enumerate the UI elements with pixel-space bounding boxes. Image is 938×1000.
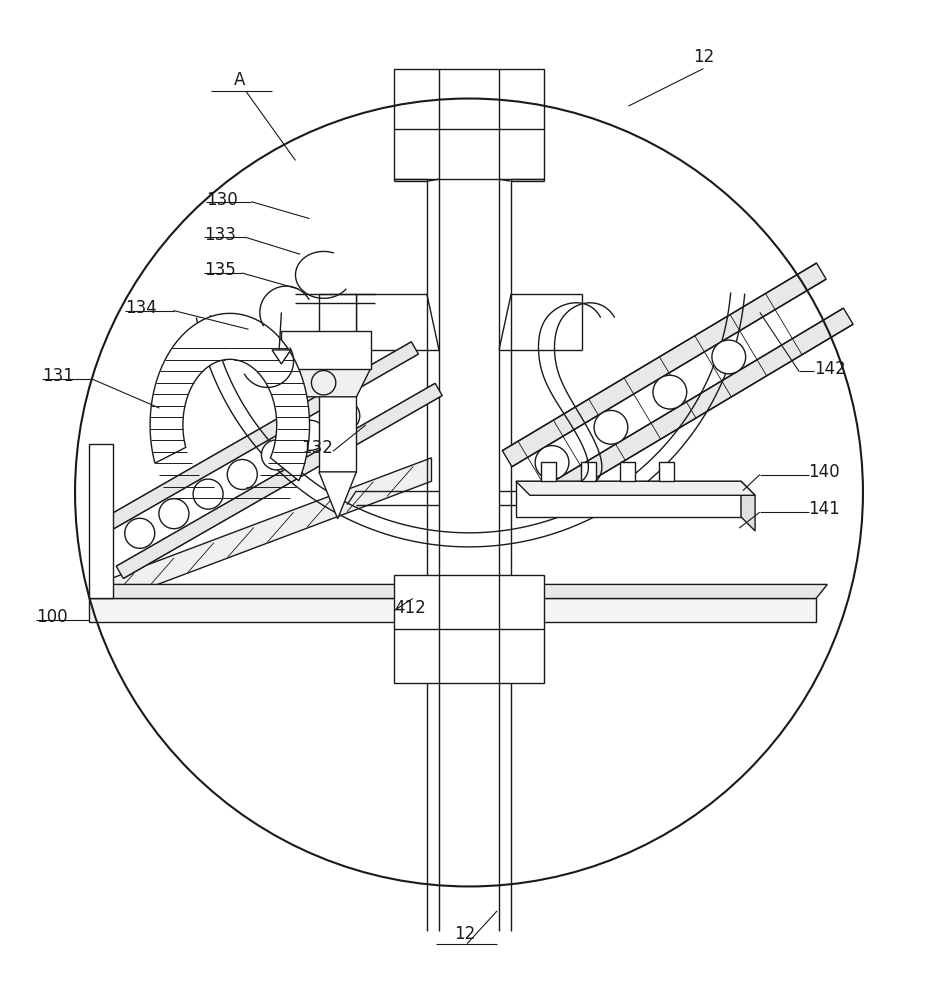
Text: 12: 12 bbox=[454, 925, 475, 943]
Circle shape bbox=[159, 499, 189, 529]
Text: 141: 141 bbox=[809, 500, 840, 518]
Polygon shape bbox=[89, 598, 431, 622]
Circle shape bbox=[653, 375, 687, 409]
Polygon shape bbox=[89, 444, 113, 598]
Polygon shape bbox=[659, 462, 674, 481]
Polygon shape bbox=[108, 458, 431, 603]
Circle shape bbox=[125, 518, 155, 548]
Circle shape bbox=[227, 459, 257, 490]
Circle shape bbox=[330, 401, 360, 431]
Polygon shape bbox=[89, 584, 443, 598]
Text: 12: 12 bbox=[693, 48, 714, 66]
Polygon shape bbox=[281, 331, 371, 369]
Polygon shape bbox=[394, 575, 544, 683]
Text: 130: 130 bbox=[206, 191, 238, 209]
Text: 134: 134 bbox=[125, 299, 157, 317]
Polygon shape bbox=[581, 462, 596, 481]
Polygon shape bbox=[503, 263, 826, 467]
Polygon shape bbox=[516, 481, 755, 495]
Polygon shape bbox=[516, 481, 741, 517]
Polygon shape bbox=[93, 342, 418, 537]
Polygon shape bbox=[150, 313, 310, 481]
Text: 133: 133 bbox=[204, 226, 236, 244]
Text: 140: 140 bbox=[809, 463, 840, 481]
Polygon shape bbox=[620, 462, 635, 481]
Text: 142: 142 bbox=[814, 360, 846, 378]
Polygon shape bbox=[319, 294, 356, 472]
Text: 412: 412 bbox=[394, 599, 426, 617]
Circle shape bbox=[712, 340, 746, 374]
Circle shape bbox=[535, 446, 568, 479]
Text: 135: 135 bbox=[204, 261, 236, 279]
Polygon shape bbox=[116, 383, 442, 578]
Circle shape bbox=[193, 479, 223, 509]
Polygon shape bbox=[394, 69, 544, 179]
Text: 132: 132 bbox=[301, 439, 333, 457]
Text: 131: 131 bbox=[42, 367, 74, 385]
Circle shape bbox=[262, 440, 292, 470]
Polygon shape bbox=[507, 584, 827, 598]
Text: A: A bbox=[234, 71, 245, 89]
Polygon shape bbox=[281, 369, 371, 397]
Polygon shape bbox=[507, 598, 816, 622]
Circle shape bbox=[594, 410, 628, 444]
Polygon shape bbox=[272, 350, 291, 364]
Polygon shape bbox=[741, 481, 755, 531]
Polygon shape bbox=[319, 472, 356, 519]
Circle shape bbox=[295, 420, 325, 450]
Text: 100: 100 bbox=[36, 608, 68, 626]
Polygon shape bbox=[529, 308, 853, 512]
Polygon shape bbox=[541, 462, 556, 481]
